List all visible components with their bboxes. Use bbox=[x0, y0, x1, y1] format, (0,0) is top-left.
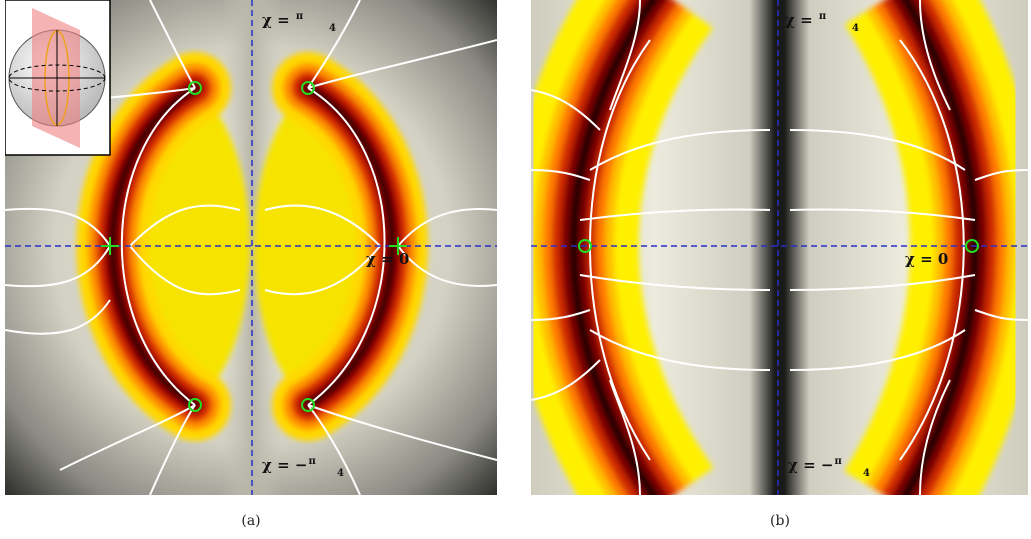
label-part: π bbox=[308, 456, 315, 467]
caption: (a) bbox=[241, 513, 260, 529]
label-part: χ = bbox=[262, 11, 295, 29]
figure: χ = π 4 χ = 0 χ = −π 4 (a) bbox=[0, 0, 1031, 539]
label: χ = 0 bbox=[905, 250, 948, 268]
panel-a: χ = π 4 χ = 0 χ = −π 4 bbox=[5, 0, 497, 495]
label-denominator: 4 bbox=[863, 468, 870, 479]
label-part: π bbox=[834, 456, 841, 467]
label-part: χ = − bbox=[788, 456, 833, 474]
caption: (b) bbox=[770, 513, 790, 529]
label-part: χ = − bbox=[262, 456, 307, 474]
page: χ = π 4 χ = 0 χ = −π 4 (a) bbox=[0, 0, 1031, 539]
inset bbox=[5, 0, 110, 155]
label-part: χ = bbox=[785, 11, 818, 29]
label-part: π bbox=[296, 11, 303, 22]
panel-b: χ = π 4 χ = 0 χ = −π 4 bbox=[531, 0, 1028, 505]
label-part: π bbox=[819, 11, 826, 22]
label-denominator: 4 bbox=[852, 23, 859, 34]
label-denominator: 4 bbox=[329, 23, 336, 34]
label-denominator: 4 bbox=[337, 468, 344, 479]
label: χ = 0 bbox=[366, 250, 409, 268]
